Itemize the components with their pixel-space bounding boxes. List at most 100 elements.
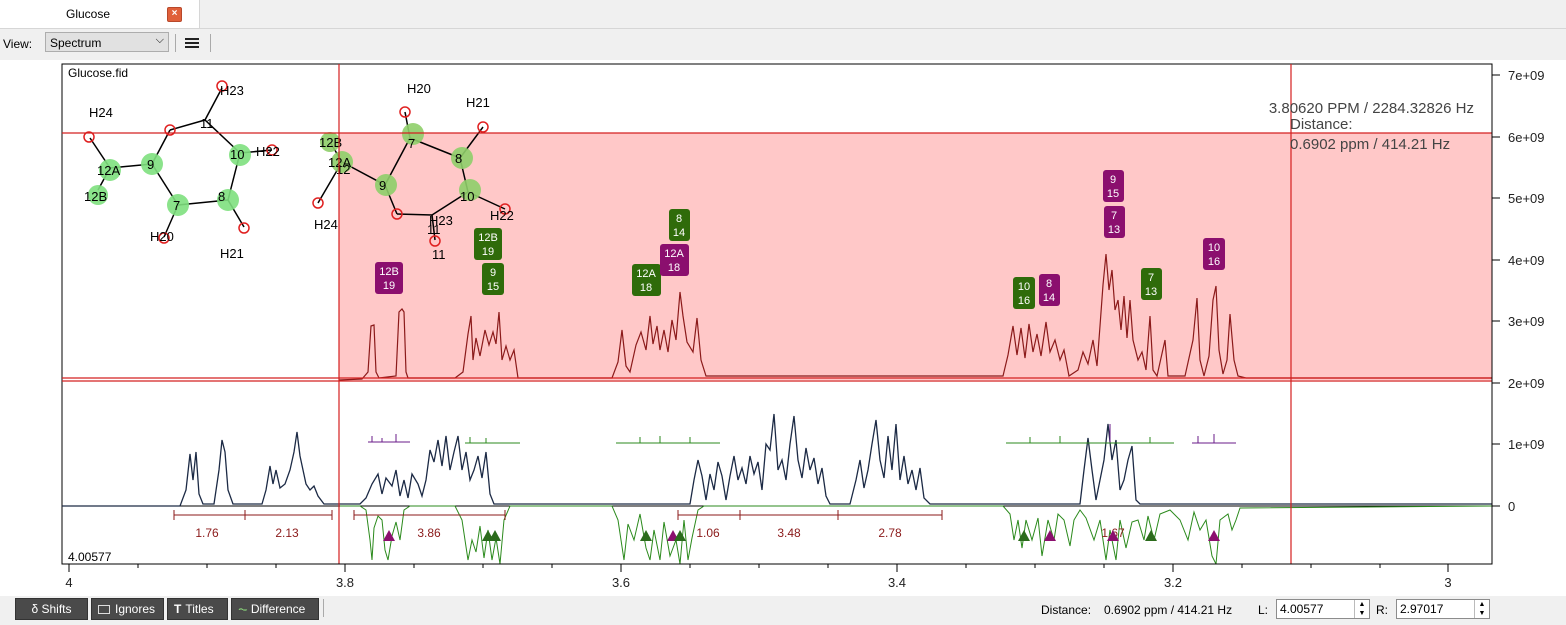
atom-label: H23	[220, 83, 244, 98]
atom-label: 10	[230, 147, 244, 162]
shifts-button[interactable]: δ Shifts	[15, 598, 88, 620]
spin-arrows-icon[interactable]: ▲ ▼	[1474, 600, 1489, 618]
integral-value: 3.86	[417, 526, 441, 540]
atom-label: H20	[150, 229, 174, 244]
left-limit-value: 4.00577	[1280, 602, 1324, 616]
distance-title: Distance:	[1290, 116, 1353, 133]
predicted-spectrum	[338, 253, 1492, 381]
view-select-value: Spectrum	[50, 36, 102, 50]
shift-bars-green	[465, 436, 1174, 444]
label-line: 16	[1208, 256, 1220, 268]
atom-label: H23	[429, 213, 453, 228]
purple-assignment-labels: 12B 19 12A 18 8 14 9 15 7 13 10 16	[375, 170, 1225, 306]
atom-label: 12	[336, 162, 350, 177]
label-line: 18	[640, 282, 652, 294]
menu-line	[185, 38, 199, 40]
label-line: 15	[1107, 188, 1119, 200]
titles-label: Titles	[185, 602, 214, 616]
label-line: 8	[676, 213, 682, 225]
atom-label: 7	[408, 136, 415, 151]
molecule-structure-2: H20 H21 12B 12A 12 7 8 9 10 H23 11 H22 H…	[312, 81, 514, 262]
y-axis	[1491, 64, 1500, 564]
menu-line	[185, 42, 199, 44]
label-line: 19	[383, 280, 395, 292]
atom-label: 7	[173, 198, 180, 213]
difference-label: Difference	[250, 602, 306, 616]
spin-arrows-icon[interactable]: ▲ ▼	[1354, 600, 1369, 618]
atom-label: H22	[490, 208, 514, 223]
label-line: 18	[668, 262, 680, 274]
x-tick-label: 3.6	[612, 575, 630, 590]
label-line: 7	[1111, 210, 1117, 222]
x-tick-label: 3	[1444, 575, 1451, 590]
atom-label: 12A	[328, 155, 351, 170]
ignores-button[interactable]: Ignores	[91, 598, 164, 620]
integral-value: 3.48	[777, 526, 801, 540]
selection-region	[339, 133, 1492, 380]
atom-label: H21	[220, 246, 244, 261]
atom-label: 11	[427, 222, 441, 237]
y-tick-label: 4e+09	[1508, 253, 1545, 268]
y-tick-label: 0	[1508, 499, 1515, 514]
atom-label: H21	[466, 95, 490, 110]
atom-label: H22	[256, 144, 280, 159]
distance-value: 0.6902 ppm / 414.21 Hz	[1104, 603, 1233, 617]
atom-label: 8	[218, 189, 225, 204]
assignment-markers	[383, 530, 1220, 541]
tab-label: Glucose	[66, 7, 111, 21]
view-select[interactable]: Spectrum ⌵	[45, 32, 169, 52]
y-tick-label: 2e+09	[1508, 376, 1545, 391]
close-tab-icon[interactable]: ×	[167, 7, 182, 22]
x-axis	[62, 563, 1492, 572]
right-limit-input[interactable]: 2.97017 ▲ ▼	[1396, 599, 1490, 619]
label-line: 8	[1046, 278, 1052, 290]
ignores-label: Ignores	[115, 602, 156, 616]
cursor-lines[interactable]	[62, 64, 1492, 564]
left-limit-input[interactable]: 4.00577 ▲ ▼	[1276, 599, 1370, 619]
label-line: 9	[1110, 174, 1116, 186]
integration-bars	[173, 510, 943, 520]
cursor-value: 4.00577	[68, 550, 112, 564]
atom-label: H24	[314, 217, 338, 232]
bottom-separator	[323, 599, 324, 617]
y-tick-label: 6e+09	[1508, 130, 1545, 145]
atom-label: 12B	[84, 189, 107, 204]
atom-label: 8	[455, 151, 462, 166]
green-assignment-labels: 12B 19 9 15 12A 18 8 14 10 16 7 13	[474, 209, 1162, 309]
molecule-structure-1: H24 H23 11 12A 12B 9 10 H22 7 8 H20 H21	[83, 80, 280, 261]
y-tick-label: 5e+09	[1508, 191, 1545, 206]
right-limit-value: 2.97017	[1400, 602, 1444, 616]
atom-label: 10	[460, 189, 474, 204]
label-line: 12A	[664, 248, 684, 260]
label-line: 14	[673, 227, 685, 239]
atom-label: H20	[407, 81, 431, 96]
bottom-toolbar: δ Shifts Ignores T Titles ⏦ Difference Dis…	[0, 596, 1566, 625]
distance-info: 0.6902 ppm / 414.21 Hz	[1290, 136, 1450, 153]
right-limit-label: R:	[1376, 603, 1388, 617]
spectrum-view[interactable]: H24 H23 11 12A 12B 9 10 H22 7 8 H20 H21	[0, 60, 1566, 596]
x-tick-label: 3.2	[1164, 575, 1182, 590]
x-tick-label: 4	[65, 575, 72, 590]
y-tick-label: 1e+09	[1508, 437, 1545, 452]
label-line: 12A	[636, 268, 656, 280]
experimental-spectrum	[62, 413, 1492, 507]
spectrum-plot[interactable]: H24 H23 11 12A 12B 9 10 H22 7 8 H20 H21	[0, 60, 1566, 596]
x-tick-label: 3.4	[888, 575, 906, 590]
label-line: 15	[487, 281, 499, 293]
atom-label: 12B	[319, 135, 342, 150]
label-line: 12B	[478, 232, 498, 244]
file-name: Glucose.fid	[68, 66, 128, 80]
hamburger-menu-button[interactable]	[181, 34, 203, 52]
toolbar: View: Spectrum ⌵	[0, 29, 1566, 59]
atom-label: 9	[147, 157, 154, 172]
y-tick-label: 3e+09	[1508, 314, 1545, 329]
chevron-down-icon: ⌵	[155, 34, 164, 46]
titles-button[interactable]: T Titles	[167, 598, 228, 620]
integral-value: 2.78	[878, 526, 902, 540]
difference-button[interactable]: ⏦ Difference	[231, 598, 319, 620]
tab-glucose[interactable]: Glucose ×	[0, 0, 200, 28]
label-line: 10	[1208, 242, 1220, 254]
integral-value: 1.06	[696, 526, 720, 540]
atom-label: 9	[379, 178, 386, 193]
toolbar-separator	[175, 34, 176, 52]
